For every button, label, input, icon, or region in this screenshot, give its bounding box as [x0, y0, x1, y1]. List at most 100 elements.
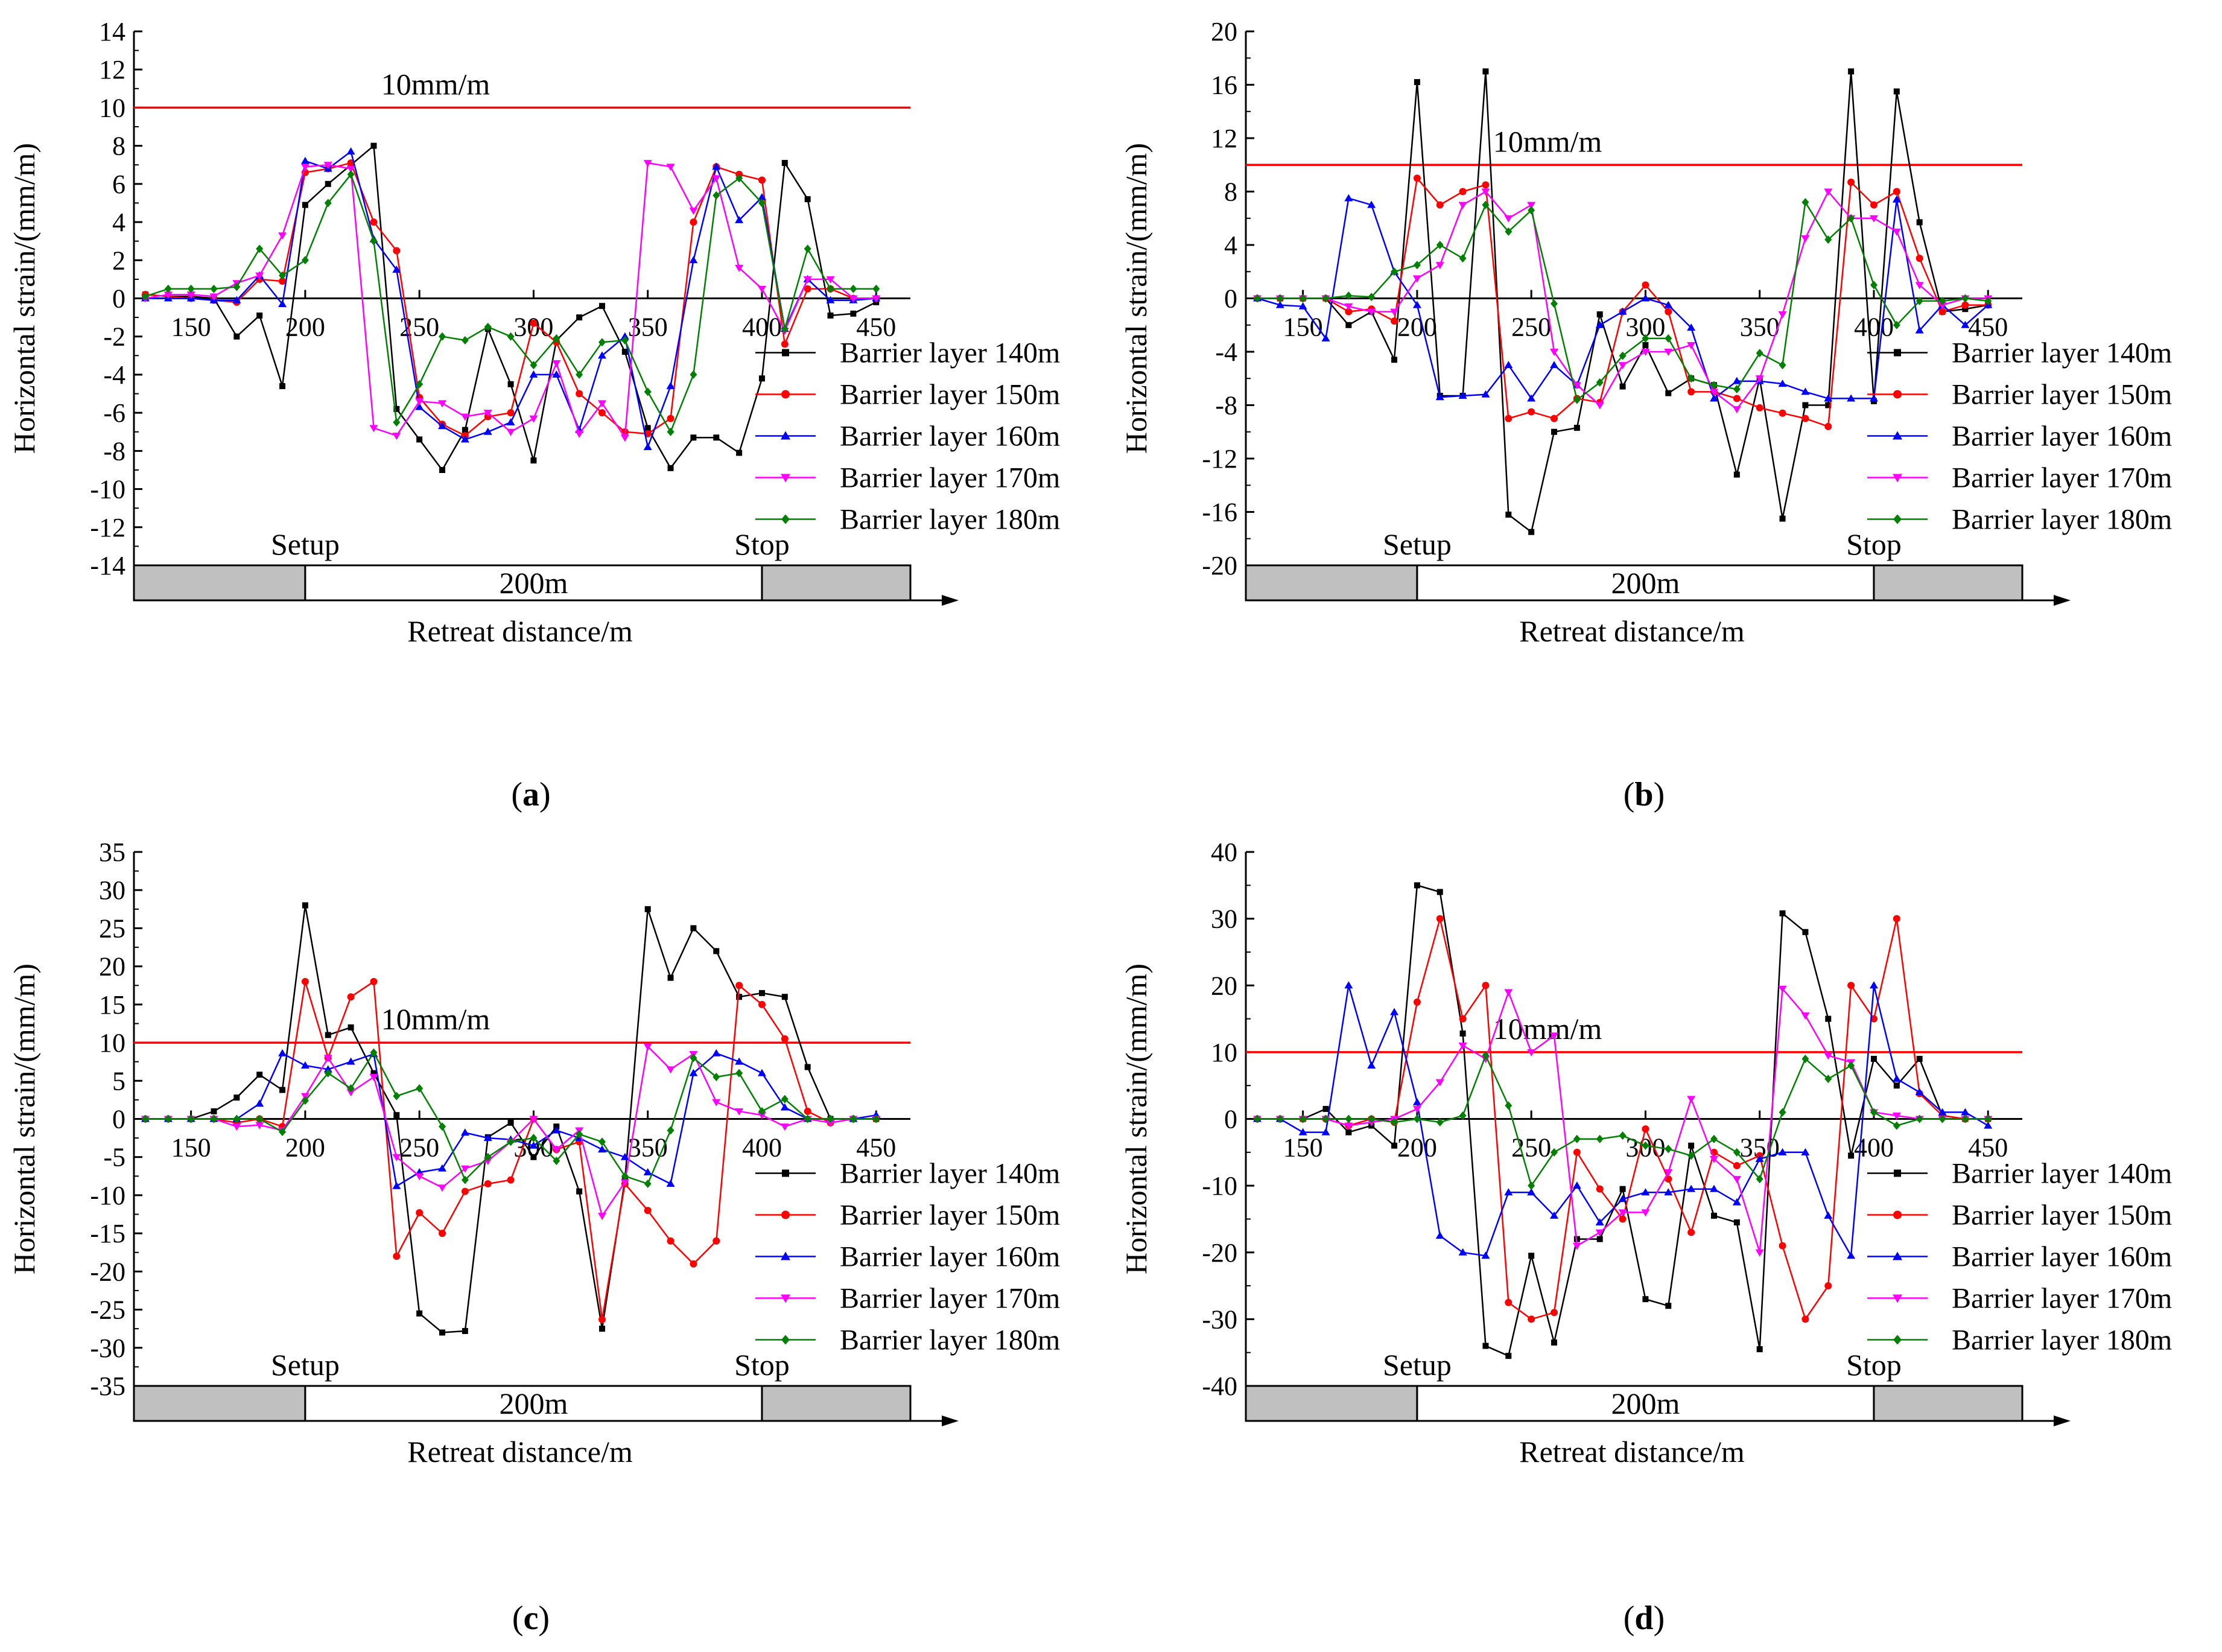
point-marker: [1664, 1188, 1673, 1196]
point-marker: [1732, 406, 1741, 414]
point-marker: [439, 1122, 446, 1131]
point-marker: [620, 332, 629, 340]
point-marker: [1665, 390, 1672, 396]
point-marker: [1870, 281, 1878, 290]
point-marker: [576, 314, 583, 321]
point-marker: [1505, 1101, 1513, 1110]
point-marker: [1528, 1253, 1535, 1259]
legend-label: Barrier layer 160m: [1952, 1241, 2172, 1273]
y-tick-label: 12: [99, 55, 125, 84]
point-marker: [1801, 415, 1809, 422]
point-marker: [1551, 1148, 1558, 1157]
point-marker: [278, 1049, 287, 1056]
point-marker: [507, 332, 515, 341]
point-marker: [1619, 351, 1627, 360]
point-marker: [1505, 227, 1513, 236]
legend-label: Barrier layer 180m: [1952, 504, 2172, 536]
point-marker: [1481, 1251, 1490, 1259]
x-tick-label: 450: [1968, 1133, 2008, 1163]
point-marker: [1778, 1148, 1787, 1155]
series-line: [145, 1044, 877, 1218]
point-marker: [1298, 302, 1307, 310]
point-marker: [1572, 382, 1581, 390]
point-marker: [1779, 409, 1786, 417]
point-marker: [1528, 1181, 1535, 1190]
point-marker: [346, 165, 355, 173]
point-marker: [1961, 320, 1970, 328]
legend-label: Barrier layer 160m: [1952, 421, 2172, 453]
point-marker: [643, 443, 652, 451]
point-marker: [370, 218, 378, 226]
point-marker: [1367, 200, 1376, 208]
point-marker: [1414, 882, 1420, 889]
point-marker: [644, 1179, 652, 1188]
y-tick-label: -16: [1202, 498, 1237, 527]
point-marker: [1322, 1114, 1330, 1123]
point-marker: [460, 1128, 469, 1136]
point-marker: [781, 325, 789, 334]
point-marker: [1916, 1055, 1923, 1062]
point-marker: [1893, 431, 1902, 440]
point-marker: [1572, 1242, 1581, 1250]
y-tick-label: 30: [99, 875, 125, 905]
point-marker: [1551, 299, 1558, 308]
point-marker: [1504, 989, 1513, 997]
y-tick-label: 20: [1211, 971, 1237, 1000]
point-marker: [416, 1310, 423, 1317]
point-marker: [1595, 320, 1604, 328]
point-marker: [1779, 1108, 1786, 1117]
point-marker: [575, 430, 584, 438]
y-tick-label: -8: [103, 436, 125, 466]
legend-label: Barrier layer 150m: [1952, 379, 2172, 411]
series-line: [1257, 190, 1989, 410]
point-marker: [735, 215, 744, 223]
point-marker: [552, 360, 561, 367]
x-tick-label: 400: [742, 313, 782, 342]
panel-a: -14 -12 -10 -8 -6 -4 -2 0 2 4 6 8 10 12 14 Horizontal s…: [7, 17, 1060, 648]
point-marker: [347, 993, 355, 1001]
point-marker: [530, 1134, 538, 1143]
point-marker: [1482, 1051, 1490, 1060]
point-marker: [1984, 1121, 1993, 1129]
point-marker: [1253, 294, 1261, 303]
point-marker: [1413, 1114, 1421, 1123]
point-marker: [369, 1073, 378, 1081]
point-marker: [439, 1329, 446, 1336]
point-marker: [301, 256, 309, 265]
point-marker: [483, 410, 492, 418]
point-marker: [1709, 1155, 1718, 1163]
y-tick-label: -20: [1202, 551, 1237, 580]
point-marker: [1459, 254, 1467, 263]
point-marker: [1938, 302, 1947, 310]
point-marker: [1482, 200, 1490, 209]
span-label: 200m: [1611, 566, 1680, 600]
point-marker: [529, 415, 538, 423]
point-marker: [1893, 1082, 1900, 1089]
legend-label: Barrier layer 160m: [840, 1241, 1060, 1273]
point-marker: [1709, 394, 1718, 402]
point-marker: [1412, 275, 1421, 283]
legend-label: Barrier layer 170m: [840, 1283, 1060, 1315]
point-marker: [392, 265, 401, 273]
point-marker: [484, 322, 492, 331]
point-marker: [1321, 1128, 1330, 1136]
point-marker: [758, 1107, 766, 1116]
point-marker: [713, 948, 720, 955]
point-marker: [552, 1146, 561, 1154]
point-marker: [370, 977, 378, 985]
point-marker: [1435, 1231, 1444, 1239]
point-marker: [416, 1209, 424, 1217]
point-marker: [1687, 323, 1696, 331]
point-marker: [279, 383, 286, 389]
caption-letter: b: [1634, 776, 1653, 813]
point-marker: [1938, 1114, 1946, 1123]
setup-block: [133, 1385, 306, 1422]
point-marker: [1527, 202, 1536, 209]
point-marker: [1984, 1114, 1992, 1123]
point-marker: [1688, 1142, 1695, 1149]
point-marker: [1915, 326, 1924, 334]
point-marker: [667, 415, 675, 422]
point-marker: [690, 370, 697, 379]
point-marker: [370, 142, 377, 149]
point-marker: [393, 1112, 400, 1119]
